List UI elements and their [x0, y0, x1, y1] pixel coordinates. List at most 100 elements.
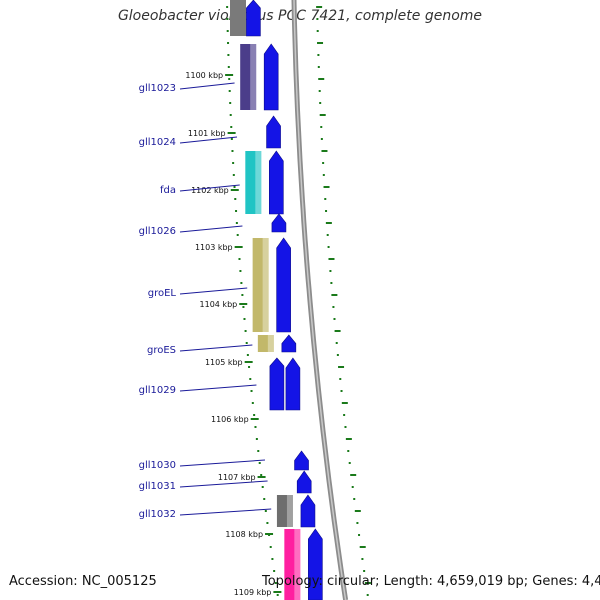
inner-dot — [226, 30, 229, 32]
inner-dot — [239, 270, 242, 272]
kbp-tick-mark — [227, 132, 236, 134]
cog-bar-shine — [294, 529, 301, 600]
outer-dot — [363, 570, 366, 572]
cds-arrow-secondary — [246, 0, 261, 37]
genome-summary-text: Topology: circular; Length: 4,659,019 bp… — [262, 574, 600, 589]
gene-label-gll1029: gll1029 — [139, 385, 176, 396]
gene-label-gll1032: gll1032 — [139, 509, 176, 520]
cog-bar — [257, 335, 274, 352]
outer-dot — [321, 150, 328, 152]
inner-dot — [274, 582, 277, 584]
cog-bar — [276, 495, 293, 527]
inner-dot — [227, 66, 230, 68]
kbp-tick-label: 1109 kbp — [234, 588, 272, 597]
kbp-tick-mark — [257, 476, 266, 478]
cog-bar-top — [230, 0, 246, 36]
outer-dot — [339, 378, 342, 380]
inner-dot — [244, 330, 247, 332]
outer-dot — [343, 414, 346, 416]
outer-dot — [316, 30, 319, 32]
inner-dot — [264, 510, 267, 512]
kbp-tick-label: 1103 kbp — [195, 243, 233, 252]
cds-arrow-secondary — [269, 357, 285, 411]
inner-dot — [227, 42, 230, 44]
gene-label-gll1030: gll1030 — [139, 460, 176, 471]
outer-dot — [340, 390, 343, 392]
outer-dot — [331, 294, 338, 296]
cog-bar-shine — [255, 151, 262, 214]
outer-dot — [336, 354, 339, 356]
outer-dot — [347, 450, 350, 452]
cds-arrow — [294, 450, 309, 471]
outer-dot — [341, 402, 348, 404]
outer-dot — [327, 246, 330, 248]
outer-dot — [350, 474, 357, 476]
cds-arrow — [285, 357, 301, 411]
kbp-tick-mark — [244, 361, 253, 363]
gene-label-gll1026: gll1026 — [139, 226, 176, 237]
gene-leader-line — [179, 384, 257, 392]
outer-dot — [316, 18, 319, 20]
gene-leader-line — [179, 480, 268, 488]
cog-bar-shine — [262, 238, 269, 332]
inner-dot — [226, 6, 229, 8]
kbp-tick-label: 1108 kbp — [225, 530, 263, 539]
inner-dot — [263, 498, 266, 500]
outer-dot — [332, 306, 335, 308]
outer-dot — [348, 462, 351, 464]
kbp-tick-label: 1101 kbp — [188, 129, 226, 138]
inner-dot — [235, 210, 238, 212]
outer-dot — [329, 270, 332, 272]
inner-dot — [258, 462, 261, 464]
kbp-tick-mark — [230, 189, 239, 191]
kbp-tick-mark — [273, 591, 282, 593]
inner-dot — [260, 474, 263, 476]
kbp-tick-mark — [225, 74, 234, 76]
cds-arrow — [296, 470, 312, 494]
outer-dot — [318, 78, 325, 80]
outer-dot — [316, 6, 323, 8]
cds-arrow — [266, 115, 281, 149]
outer-dot — [319, 102, 322, 104]
cog-bar-shine — [267, 335, 274, 352]
cog-bar — [252, 238, 269, 332]
inner-dot — [227, 54, 230, 56]
outer-dot — [322, 174, 325, 176]
kbp-tick-mark — [239, 303, 248, 305]
inner-dot — [230, 126, 233, 128]
outer-dot — [338, 366, 345, 368]
outer-dot — [353, 498, 356, 500]
outer-dot — [328, 258, 335, 260]
cds-arrow — [271, 213, 287, 233]
kbp-tick-mark — [250, 418, 259, 420]
gene-leader-line — [179, 344, 253, 352]
kbp-tick-label: 1102 kbp — [191, 186, 229, 195]
outer-dot — [317, 54, 320, 56]
inner-dot — [232, 174, 235, 176]
outer-dot — [366, 594, 369, 596]
gene-leader-line — [179, 508, 272, 516]
outer-dot — [351, 486, 354, 488]
outer-dot — [359, 546, 366, 548]
gene-label-groEL: groEL — [148, 288, 177, 299]
cds-arrow — [300, 494, 316, 528]
gene-label-gll1031: gll1031 — [139, 481, 176, 492]
inner-dot — [229, 114, 232, 116]
outer-dot — [323, 186, 330, 188]
outer-dot — [320, 138, 323, 140]
gene-label-gll1024: gll1024 — [139, 137, 176, 148]
cog-bar — [245, 151, 262, 214]
inner-dot — [246, 354, 249, 356]
cds-arrow — [308, 528, 323, 600]
outer-dot — [345, 438, 352, 440]
inner-dot — [232, 162, 235, 164]
gene-leader-line — [179, 136, 238, 144]
cds-arrow — [276, 237, 291, 333]
inner-dot — [231, 150, 234, 152]
inner-dot — [234, 198, 237, 200]
inner-dot — [271, 558, 274, 560]
cog-bar-shine — [286, 495, 293, 527]
cds-arrow — [269, 150, 284, 215]
cog-bar-shine — [250, 44, 257, 110]
